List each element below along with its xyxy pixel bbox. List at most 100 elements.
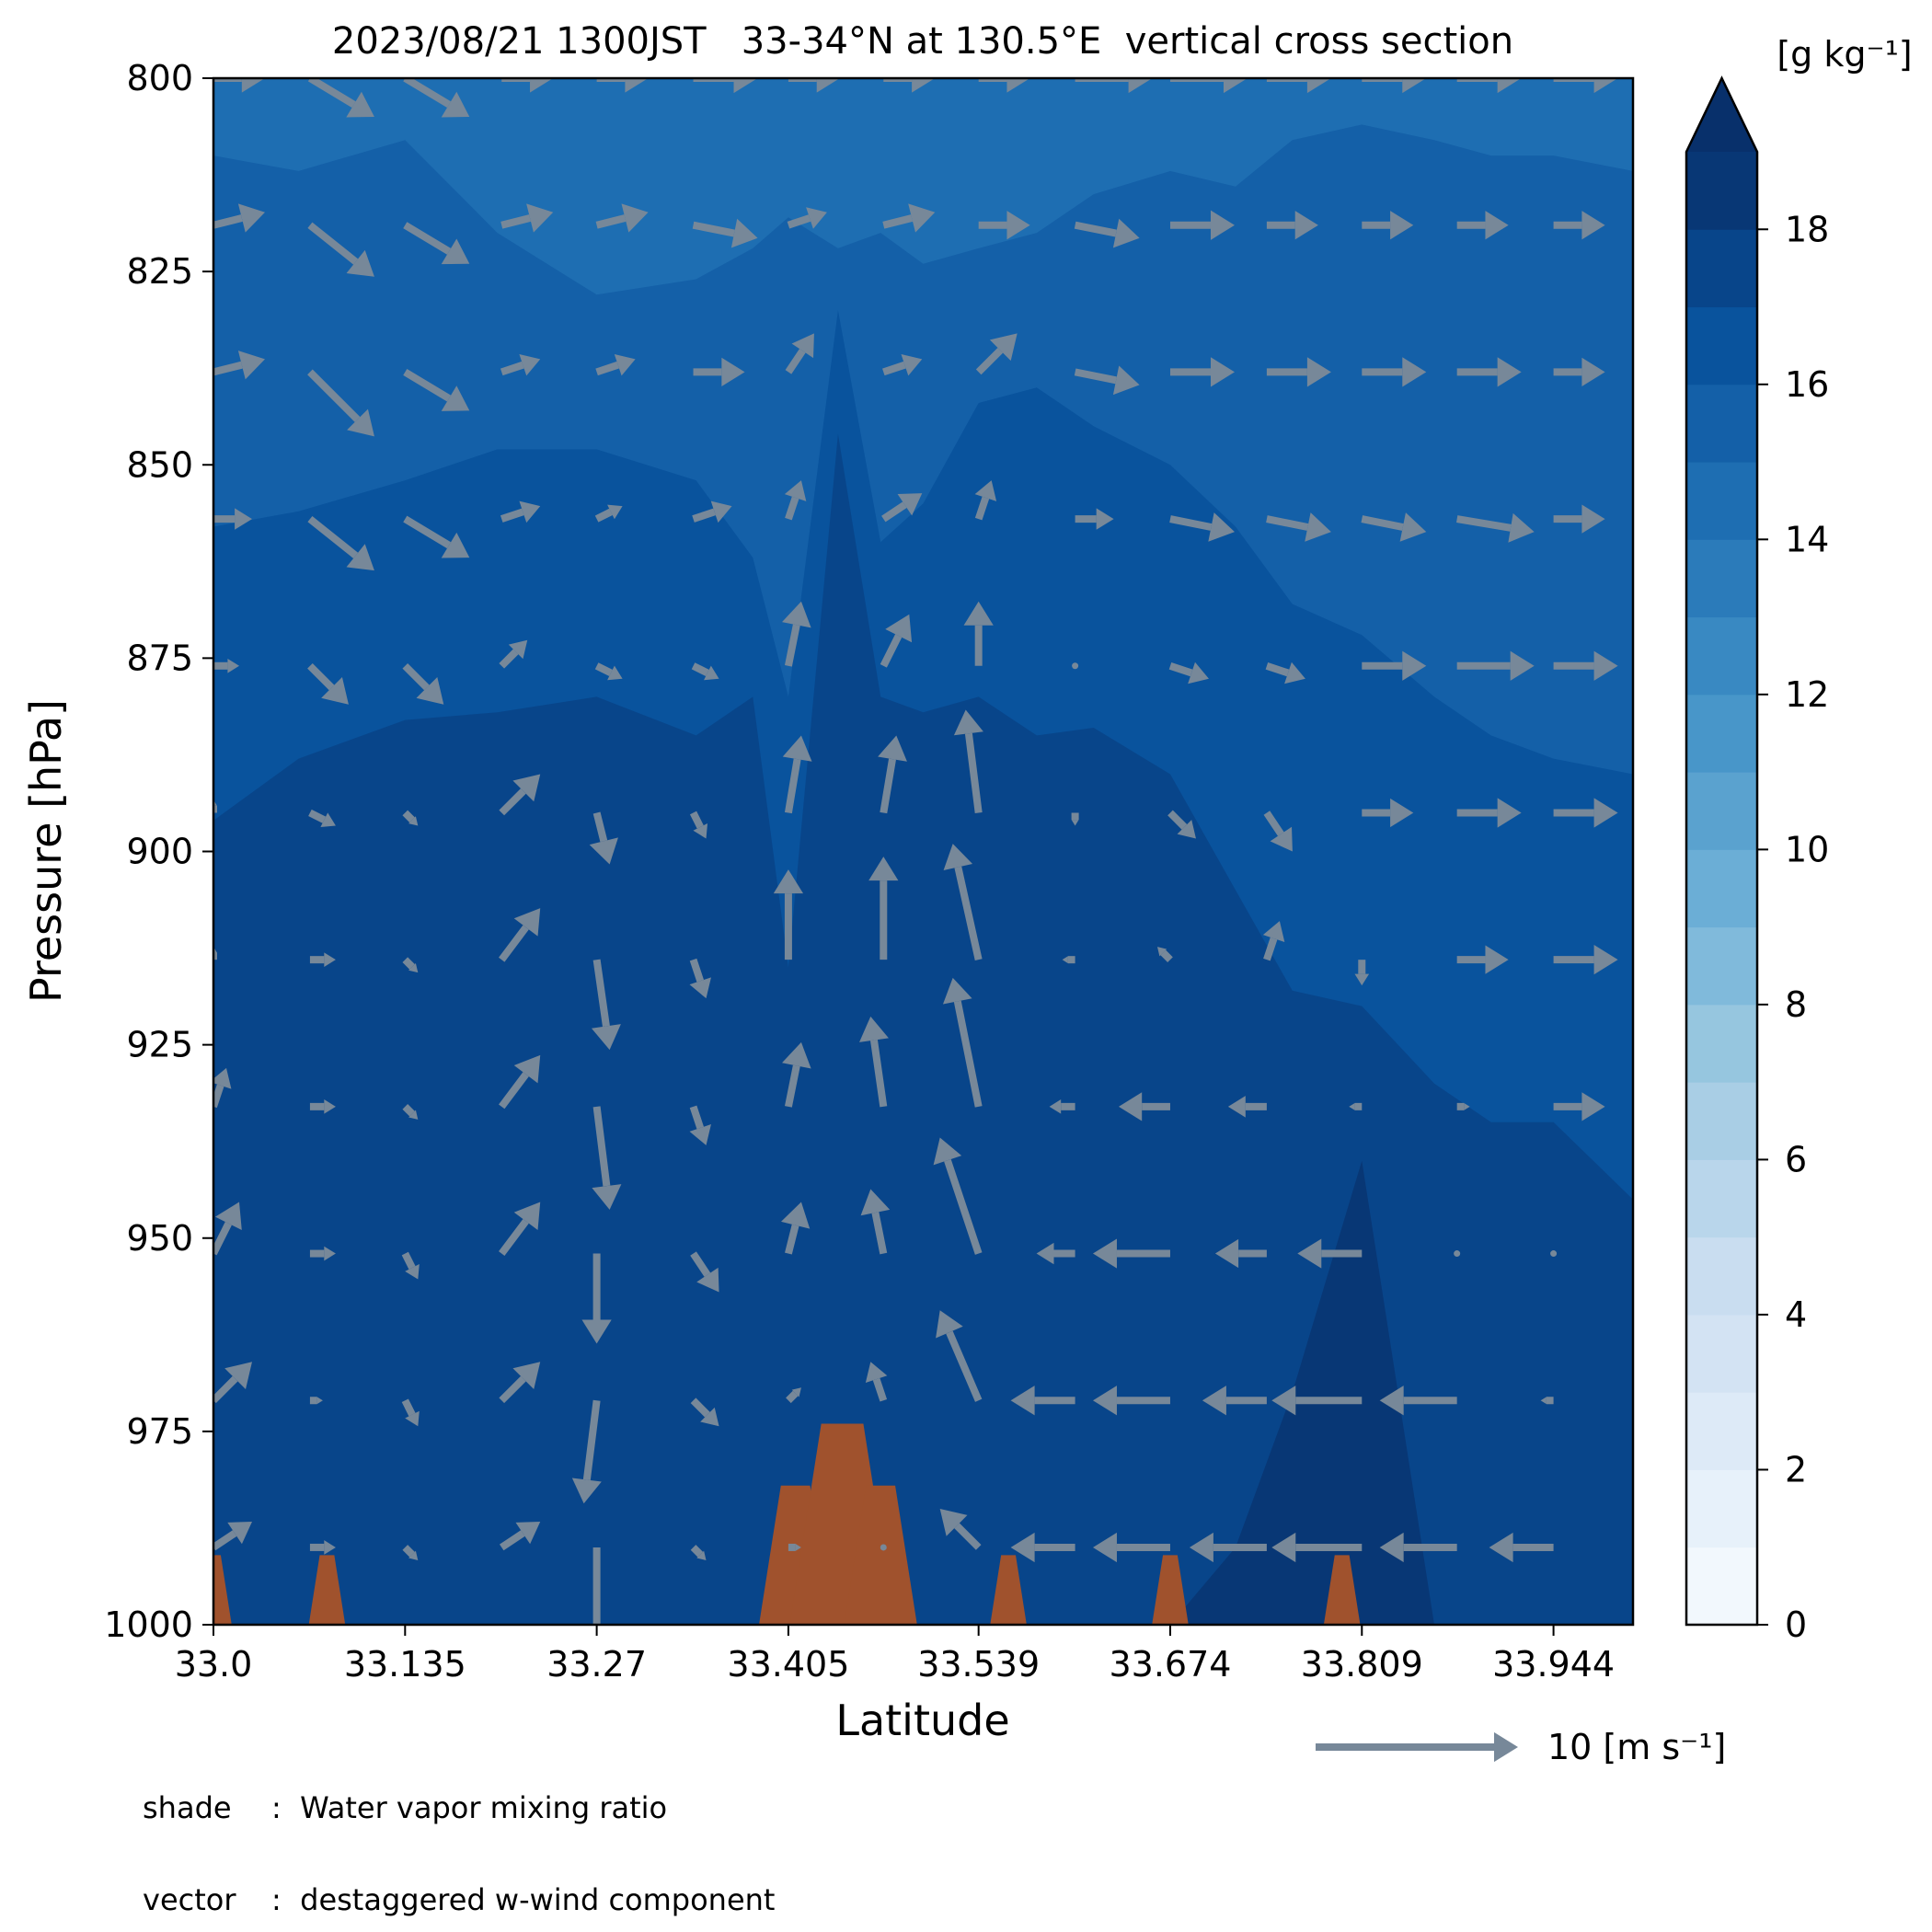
y-tick-label: 950: [126, 1218, 193, 1259]
wind-vector: [1263, 811, 1293, 852]
x-tick-label: 33.944: [1492, 1644, 1615, 1685]
colorbar-unit-label: [g kg⁻¹]: [1777, 34, 1912, 75]
wind-vector: [403, 78, 470, 118]
wind-vector: [1092, 1238, 1170, 1269]
wind-vector: [690, 1251, 719, 1293]
y-tick-label: 900: [126, 832, 193, 872]
colorbar-tick-label: 16: [1785, 364, 1829, 405]
wind-vector: [1456, 1102, 1470, 1110]
wind-vector: [499, 1362, 541, 1404]
wind-vector: [1354, 960, 1370, 986]
wind-vector: [307, 222, 374, 277]
wind-vector: [309, 952, 336, 967]
wind-vector: [1169, 78, 1248, 94]
wind-vector: [1361, 512, 1427, 542]
wind-vector: [501, 78, 554, 93]
x-tick-label: 33.809: [1301, 1644, 1423, 1685]
wind-vector: [933, 1137, 983, 1255]
wind-vector: [403, 368, 470, 411]
wind-vector: [1540, 1397, 1554, 1405]
wind-vector: [868, 857, 899, 960]
colorbar-step: [1686, 1004, 1757, 1083]
colorbar-step: [1686, 694, 1757, 773]
wind-vector: [1227, 1096, 1267, 1118]
colorbar-step: [1686, 849, 1757, 928]
colorbar-step: [1686, 1314, 1757, 1393]
y-tick-label: 875: [126, 638, 193, 678]
wind-vector: [499, 1202, 541, 1256]
wind-vector: [595, 203, 649, 233]
terrain-6: [1152, 1555, 1189, 1625]
wind-vector: [1262, 921, 1285, 961]
wind-vector: [1092, 1532, 1170, 1563]
y-tick-label: 975: [126, 1411, 193, 1452]
wind-vector: [1362, 78, 1427, 94]
wind-vector: [1265, 661, 1305, 684]
wind-vector: [592, 1106, 622, 1210]
wind-vector: [1118, 1092, 1170, 1121]
wind-vector: [213, 351, 265, 380]
wind-vector: [1271, 1386, 1363, 1416]
wind-vector: [1074, 365, 1140, 396]
wind-vector: [213, 1362, 252, 1404]
wind-vector: [1297, 1238, 1363, 1269]
colorbar-tick-label: 12: [1785, 674, 1829, 715]
wind-vector: [500, 353, 541, 376]
wind-vector: [1550, 1250, 1558, 1258]
colorbar: 0 2 4 6 8 10 12 14 16 18: [1685, 75, 1829, 1645]
wind-vector: [788, 78, 840, 93]
colorbar-step: [1686, 772, 1757, 850]
wind-vector: [1168, 661, 1209, 684]
wind-vector: [1379, 1532, 1457, 1563]
chart-title: 2023/08/21 1300JST 33-34°N at 130.5°E ve…: [332, 20, 1513, 63]
wind-vector: [499, 1054, 541, 1110]
wind-vector: [690, 1545, 707, 1560]
wind-vector: [1189, 1532, 1267, 1563]
wind-vector: [500, 203, 554, 233]
wind-vector: [594, 662, 623, 681]
colorbar-step: [1686, 1159, 1757, 1238]
colorbar-step: [1686, 539, 1757, 618]
wind-vector: [878, 735, 907, 814]
wind-vector: [1092, 1386, 1170, 1416]
wind-vector: [401, 1398, 420, 1427]
y-tick-label: 825: [126, 251, 193, 292]
wind-vector: [784, 480, 807, 521]
wind-vector: [880, 614, 913, 668]
colorbar-tick-label: 8: [1785, 984, 1807, 1025]
y-tick-label: 925: [126, 1025, 193, 1065]
wind-vector: [978, 78, 1030, 93]
wind-vector: [213, 1202, 242, 1256]
wind-vector: [403, 222, 470, 265]
wind-vector: [1456, 512, 1535, 543]
wind-vector: [499, 774, 541, 816]
wind-vector: [882, 203, 936, 233]
colorbar-step: [1686, 1547, 1757, 1626]
colorbar-step: [1686, 1236, 1757, 1316]
wind-vector: [307, 662, 349, 705]
wind-vector: [596, 78, 649, 93]
x-tick-label: 33.405: [727, 1644, 849, 1685]
wind-vector: [860, 1189, 891, 1255]
wind-vector: [689, 958, 711, 999]
wind-vector: [402, 810, 419, 826]
wind-vector: [1202, 1386, 1267, 1416]
wind-vector: [1271, 1532, 1363, 1563]
wind-vector: [787, 207, 827, 229]
wind-vector: [213, 1521, 252, 1551]
wind-vector: [942, 977, 983, 1108]
wind-vector: [401, 1251, 420, 1280]
colorbar-step: [1686, 152, 1757, 230]
wind-vector: [591, 959, 621, 1051]
wind-vector: [1266, 211, 1318, 240]
wind-vector: [689, 1105, 711, 1145]
wind-vector: [693, 78, 758, 94]
y-axis: 800 825 850 875 900 925 950 975 1000: [104, 58, 213, 1645]
wind-vector: [1266, 512, 1331, 542]
wind-vector: [1072, 662, 1079, 670]
wind-vector: [403, 515, 470, 558]
wind-vector: [500, 1521, 541, 1551]
wind-vector: [1553, 798, 1618, 828]
terrain-0: [213, 1555, 232, 1625]
